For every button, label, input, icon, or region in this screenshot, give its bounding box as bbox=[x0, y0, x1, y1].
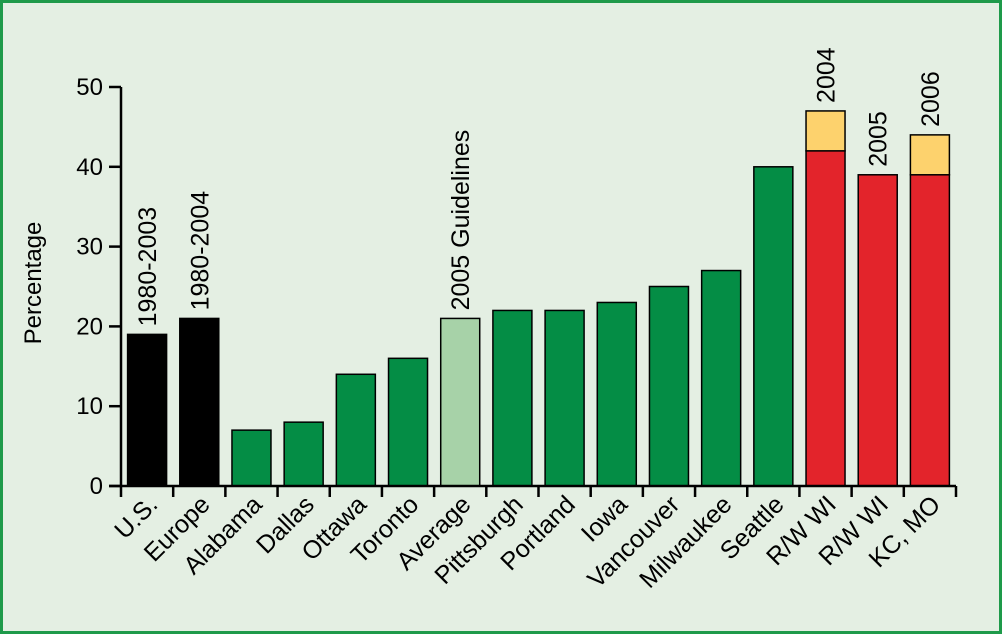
bar-annotation: 1980-2003 bbox=[134, 207, 162, 327]
y-tick-label: 10 bbox=[76, 393, 103, 420]
bar-annotation: 2006 bbox=[917, 71, 945, 127]
bar bbox=[753, 166, 794, 487]
bar bbox=[126, 333, 168, 487]
bar bbox=[700, 269, 742, 487]
bar bbox=[335, 373, 377, 487]
bar bbox=[231, 429, 272, 487]
y-tick-label: 0 bbox=[90, 473, 103, 500]
bar bbox=[805, 150, 846, 487]
bar-stack-top bbox=[909, 134, 951, 176]
bar-annotation: 2005 bbox=[865, 111, 893, 167]
bar bbox=[179, 317, 220, 487]
bar bbox=[909, 174, 951, 487]
axis-layer bbox=[109, 85, 958, 497]
bar-annotation: 1980-2004 bbox=[186, 191, 214, 311]
bar bbox=[544, 309, 585, 487]
bar bbox=[387, 357, 429, 487]
bar bbox=[492, 309, 533, 487]
bar bbox=[439, 317, 481, 487]
bar-stack-top bbox=[805, 110, 846, 152]
bar-annotation: 2004 bbox=[813, 47, 841, 103]
bar bbox=[596, 301, 638, 487]
y-tick-label: 40 bbox=[76, 154, 103, 181]
bar bbox=[857, 174, 898, 487]
bar-annotation: 2005 Guidelines bbox=[447, 130, 475, 311]
y-tick-label: 20 bbox=[76, 313, 103, 340]
bar bbox=[283, 421, 324, 487]
y-tick-label: 30 bbox=[76, 234, 103, 261]
y-tick-label: 50 bbox=[76, 74, 103, 101]
y-axis-label: Percentage bbox=[20, 222, 47, 345]
bars-layer bbox=[126, 110, 951, 487]
bar bbox=[648, 285, 690, 487]
